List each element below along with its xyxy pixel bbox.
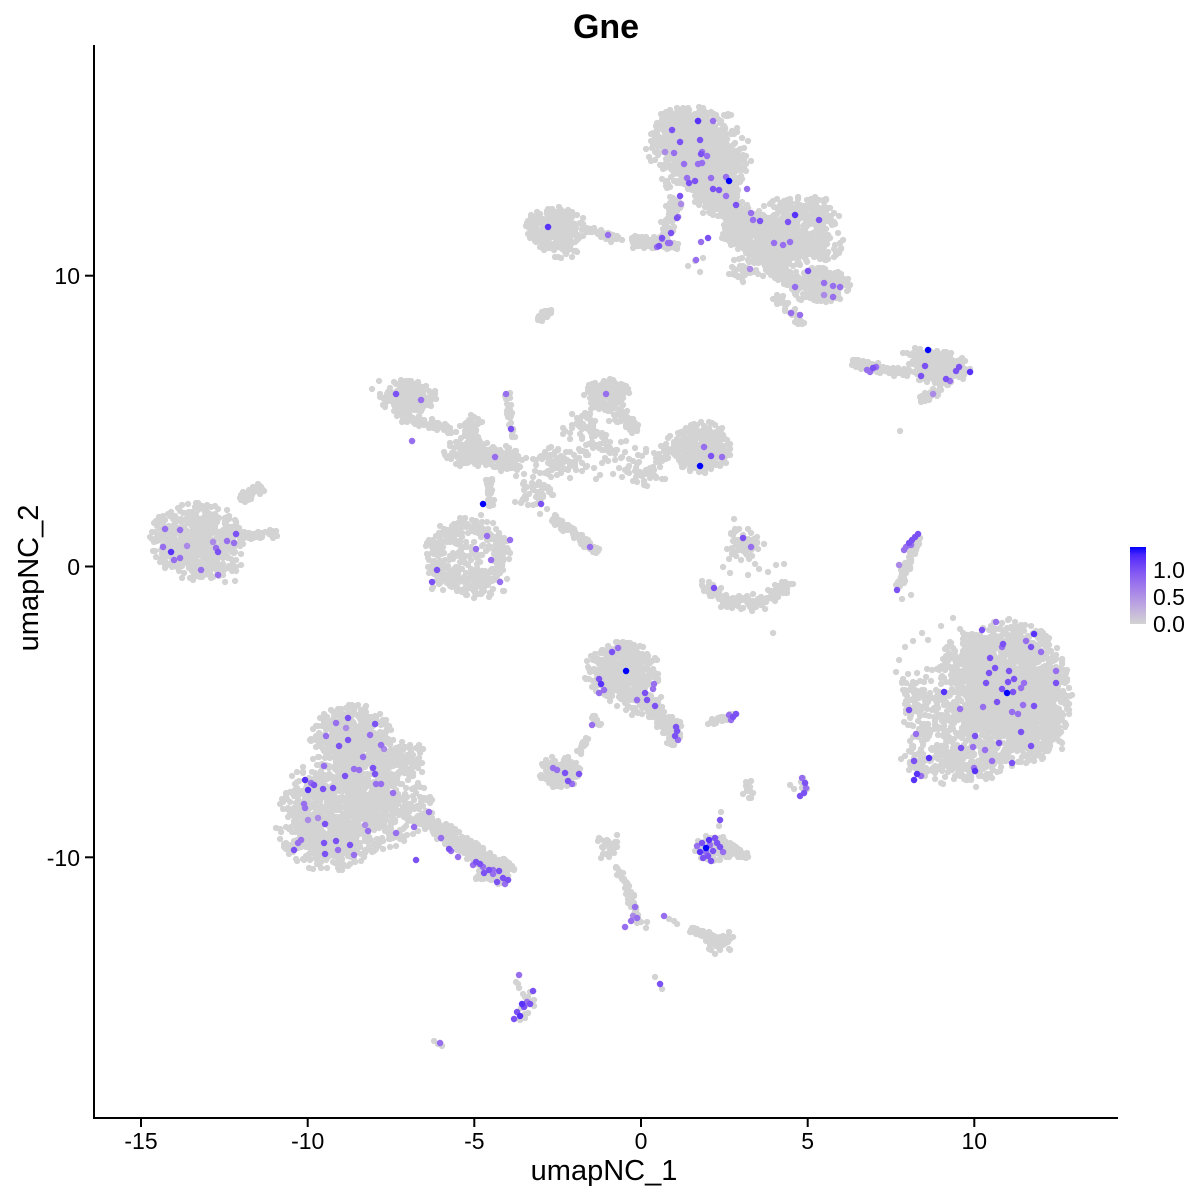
svg-text:10: 10 — [962, 1128, 988, 1154]
svg-text:-10: -10 — [291, 1128, 324, 1154]
svg-text:-5: -5 — [464, 1128, 484, 1154]
svg-text:Gne: Gne — [573, 8, 639, 46]
svg-text:0: 0 — [67, 554, 80, 580]
svg-text:umapNC_2: umapNC_2 — [13, 505, 45, 652]
svg-text:0: 0 — [635, 1128, 648, 1154]
svg-text:-10: -10 — [47, 845, 80, 871]
svg-text:5: 5 — [801, 1128, 814, 1154]
svg-text:umapNC_1: umapNC_1 — [531, 1155, 678, 1187]
svg-text:1.0: 1.0 — [1153, 557, 1185, 583]
svg-text:10: 10 — [54, 263, 80, 289]
svg-text:0.0: 0.0 — [1153, 611, 1185, 637]
svg-text:-15: -15 — [124, 1128, 157, 1154]
svg-text:0.5: 0.5 — [1153, 584, 1185, 610]
